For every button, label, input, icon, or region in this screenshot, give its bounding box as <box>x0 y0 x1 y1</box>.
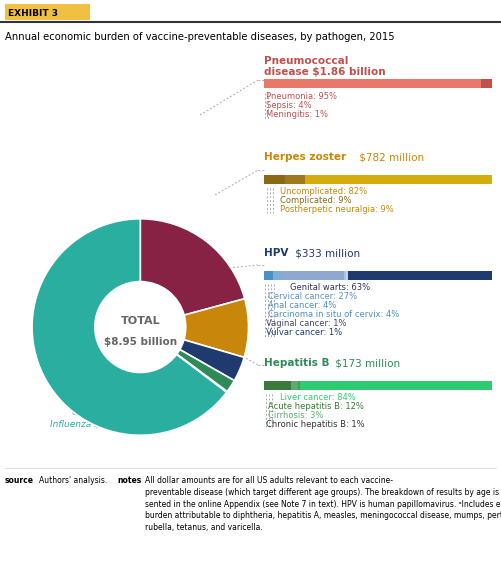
Text: Complicated: 9%: Complicated: 9% <box>280 196 352 205</box>
Text: $8.95 billion: $8.95 billion <box>104 337 177 347</box>
Text: All dollar amounts are for all US adults relevant to each vaccine-
preventable d: All dollar amounts are for all US adults… <box>145 476 501 532</box>
Wedge shape <box>140 219 244 315</box>
Text: Meningitis: 1%: Meningitis: 1% <box>266 110 328 119</box>
Text: Postherpetic neuralgia: 9%: Postherpetic neuralgia: 9% <box>280 205 394 214</box>
Text: Liver cancer: 84%: Liver cancer: 84% <box>280 393 356 402</box>
Text: Authors' analysis.: Authors' analysis. <box>39 476 107 485</box>
Text: Uncomplicated: 82%: Uncomplicated: 82% <box>280 187 367 196</box>
Bar <box>305 175 492 184</box>
Text: Cervical cancer: 27%: Cervical cancer: 27% <box>268 292 357 301</box>
Bar <box>273 271 282 280</box>
Bar <box>264 79 480 88</box>
Text: Anal cancer: 4%: Anal cancer: 4% <box>268 301 336 310</box>
Bar <box>292 381 298 390</box>
Wedge shape <box>176 354 227 392</box>
Text: Herpes zoster: Herpes zoster <box>264 152 346 162</box>
Bar <box>346 271 348 280</box>
Text: Vulvar cancer: 1%: Vulvar cancer: 1% <box>266 328 342 337</box>
Bar <box>264 381 292 390</box>
Text: Pneumonia: 95%: Pneumonia: 95% <box>266 92 337 101</box>
Wedge shape <box>184 298 248 357</box>
Text: HPV: HPV <box>264 248 289 258</box>
Bar <box>344 271 346 280</box>
Text: Sepsis: 4%: Sepsis: 4% <box>266 101 312 110</box>
Text: EXHIBIT 3: EXHIBIT 3 <box>8 9 58 18</box>
Text: Influenza $5.79 billion: Influenza $5.79 billion <box>50 420 150 429</box>
Text: Carcinoma in situ of cervix: 4%: Carcinoma in situ of cervix: 4% <box>268 310 399 319</box>
Text: $173 million: $173 million <box>332 358 400 368</box>
Text: Acute hepatitis B: 12%: Acute hepatitis B: 12% <box>268 402 364 411</box>
Text: notes: notes <box>117 476 141 485</box>
Text: Genital warts: 63%: Genital warts: 63% <box>290 283 370 292</box>
Bar <box>489 79 492 88</box>
Text: Cirrhosis: 3%: Cirrhosis: 3% <box>268 411 323 420</box>
Text: Annual economic burden of vaccine-preventable diseases, by pathogen, 2015: Annual economic burden of vaccine-preven… <box>5 32 395 42</box>
Wedge shape <box>32 219 226 435</box>
Text: Pneumococcal: Pneumococcal <box>264 56 348 66</box>
Bar <box>264 271 273 280</box>
Text: Otherª $12 million: Otherª $12 million <box>72 408 155 417</box>
Bar <box>480 79 489 88</box>
Bar <box>285 175 305 184</box>
Text: Hepatitis B: Hepatitis B <box>264 358 330 368</box>
Bar <box>5 4 90 20</box>
Text: disease $1.86 billion: disease $1.86 billion <box>264 67 386 77</box>
Bar <box>298 381 301 390</box>
Text: Chronic hepatitis B: 1%: Chronic hepatitis B: 1% <box>266 420 365 429</box>
Bar <box>282 271 344 280</box>
Wedge shape <box>180 340 244 381</box>
Text: TOTAL: TOTAL <box>120 315 160 325</box>
Bar <box>301 381 492 390</box>
Wedge shape <box>177 350 234 392</box>
Text: Vaginal cancer: 1%: Vaginal cancer: 1% <box>266 319 347 328</box>
Bar <box>348 271 492 280</box>
Text: $782 million: $782 million <box>356 152 424 162</box>
Bar <box>264 175 285 184</box>
Text: $333 million: $333 million <box>292 248 360 258</box>
Text: source: source <box>5 476 34 485</box>
